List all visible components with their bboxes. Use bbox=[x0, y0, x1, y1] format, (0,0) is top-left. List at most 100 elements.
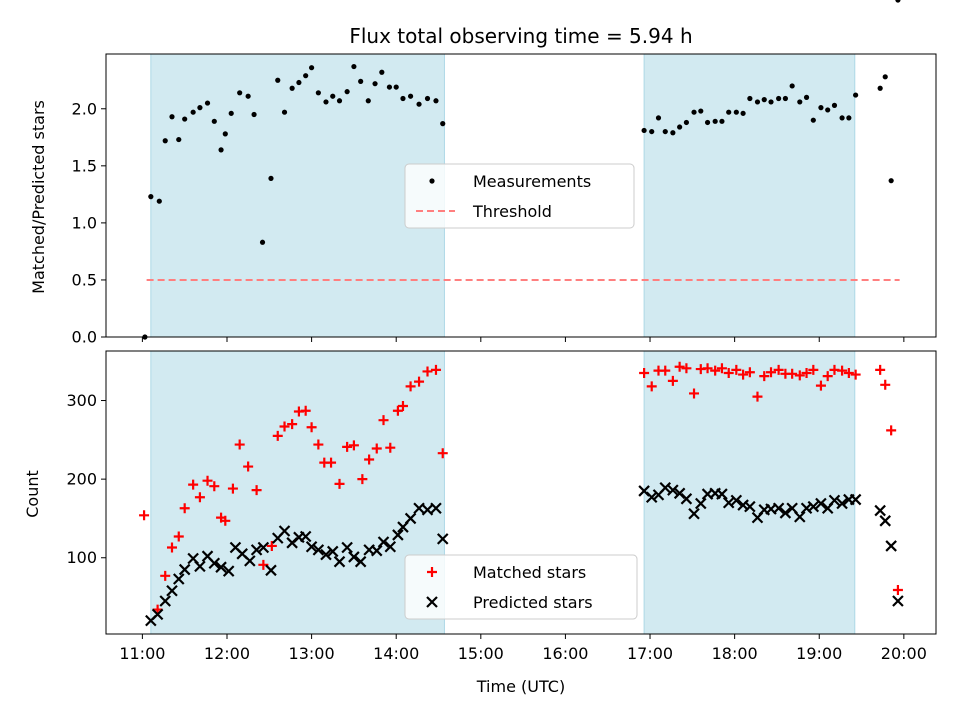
x-tick-label: 11:00 bbox=[119, 644, 165, 663]
x-tick-label: 17:00 bbox=[627, 644, 673, 663]
matched-point bbox=[220, 515, 231, 526]
matched-point bbox=[313, 439, 324, 450]
predicted-point bbox=[265, 564, 277, 577]
measurement-point bbox=[433, 98, 439, 104]
panel-top: 0.0 0.5 1.0 1.5 2.0 Measurements Threshold bbox=[72, 0, 937, 347]
matched-point bbox=[689, 388, 700, 399]
predicted-point bbox=[716, 488, 728, 500]
measurement-point bbox=[768, 99, 774, 105]
x-tick-label: 19:00 bbox=[796, 644, 842, 663]
matched-point bbox=[437, 448, 448, 459]
matched-point bbox=[773, 364, 784, 375]
measurement-point bbox=[895, 0, 901, 3]
matched-point bbox=[188, 479, 199, 490]
measurement-point bbox=[197, 105, 203, 111]
predicted-point bbox=[421, 504, 434, 516]
matched-point bbox=[639, 368, 650, 379]
measurement-point bbox=[323, 99, 329, 105]
predicted-point bbox=[341, 541, 353, 554]
measurement-point bbox=[712, 118, 718, 124]
predicted-point bbox=[172, 573, 185, 585]
predicted-point bbox=[354, 555, 367, 568]
observing-window-2 bbox=[643, 53, 856, 338]
matched-point bbox=[251, 485, 262, 496]
predicted-point bbox=[645, 491, 658, 503]
y-tick-label: 0.0 bbox=[72, 328, 97, 347]
matched-point bbox=[371, 443, 382, 454]
y-tick-label: 100 bbox=[66, 548, 97, 567]
matched-point bbox=[850, 369, 861, 380]
measurement-point bbox=[888, 178, 894, 184]
matched-point bbox=[378, 415, 389, 426]
legend-label: Predicted stars bbox=[473, 593, 593, 612]
predicted-point bbox=[384, 540, 397, 553]
predicted-point bbox=[849, 493, 862, 506]
measurement-point bbox=[386, 84, 393, 90]
matched-point bbox=[209, 481, 220, 492]
measurement-point bbox=[228, 110, 234, 116]
measurement-point bbox=[825, 107, 831, 113]
measurement-point bbox=[218, 147, 224, 153]
x-tick-label: 18:00 bbox=[712, 644, 758, 663]
matched-point bbox=[160, 570, 171, 581]
matched-point bbox=[731, 364, 742, 375]
matched-point bbox=[405, 381, 416, 392]
predicted-point bbox=[807, 500, 820, 513]
matched-point bbox=[227, 483, 238, 494]
y-tick-label: 1.0 bbox=[72, 213, 97, 232]
legend: Measurements Threshold bbox=[404, 163, 635, 229]
predicted-point bbox=[680, 493, 693, 505]
measurement-point bbox=[204, 100, 211, 106]
predicted-point bbox=[178, 563, 191, 576]
measurement-point bbox=[776, 95, 782, 102]
predicted-point bbox=[430, 502, 442, 514]
measurement-point bbox=[308, 65, 315, 71]
measurement-point bbox=[259, 239, 266, 245]
measurement-point bbox=[400, 95, 406, 102]
panel-bottom: 100 200 300 11:00 12:00 13:00 14:00 15:00 16:00 1… bbox=[66, 350, 937, 663]
legend-marker bbox=[426, 596, 438, 608]
measurement-point bbox=[358, 78, 364, 84]
predicted-point bbox=[326, 545, 339, 558]
x-axis-label: Time (UTC) bbox=[476, 677, 565, 696]
measurement-point bbox=[211, 118, 217, 124]
measurement-point bbox=[726, 109, 732, 115]
measurement-point bbox=[839, 115, 845, 121]
measurement-point bbox=[245, 93, 251, 99]
measurement-point bbox=[747, 95, 753, 102]
measurement-point bbox=[649, 128, 655, 135]
matched-point bbox=[646, 381, 657, 392]
matched-point bbox=[752, 391, 763, 402]
matched-point bbox=[243, 461, 254, 472]
predicted-point bbox=[312, 544, 325, 556]
measurement-point bbox=[237, 90, 243, 96]
measurement-point bbox=[148, 194, 154, 200]
measurement-point bbox=[853, 92, 859, 98]
x-tick-label: 12:00 bbox=[204, 644, 250, 663]
matched-point bbox=[738, 369, 749, 380]
matched-point bbox=[357, 474, 368, 485]
legend-box bbox=[404, 163, 635, 229]
measurement-point bbox=[222, 131, 228, 137]
matched-point bbox=[202, 475, 213, 486]
measurement-point bbox=[162, 138, 168, 144]
matched-point bbox=[306, 422, 317, 433]
measurement-point bbox=[846, 115, 852, 121]
matched-point bbox=[194, 492, 205, 503]
predicted-point bbox=[257, 541, 270, 554]
measurement-point bbox=[704, 119, 711, 126]
matched-point bbox=[348, 440, 359, 451]
measurement-point bbox=[789, 83, 795, 89]
measurement-point bbox=[251, 111, 257, 118]
measurement-point bbox=[379, 69, 385, 75]
legend-label: Threshold bbox=[472, 202, 552, 221]
measurement-point bbox=[190, 109, 196, 115]
measurement-point bbox=[670, 130, 676, 136]
measurement-point bbox=[440, 121, 446, 127]
predicted-point bbox=[194, 560, 206, 573]
y-tick-label: 1.5 bbox=[72, 156, 97, 175]
x-tick-label: 13:00 bbox=[289, 644, 335, 663]
predicted-point bbox=[370, 544, 383, 557]
matched-point bbox=[342, 441, 353, 452]
measurement-point bbox=[882, 74, 888, 80]
